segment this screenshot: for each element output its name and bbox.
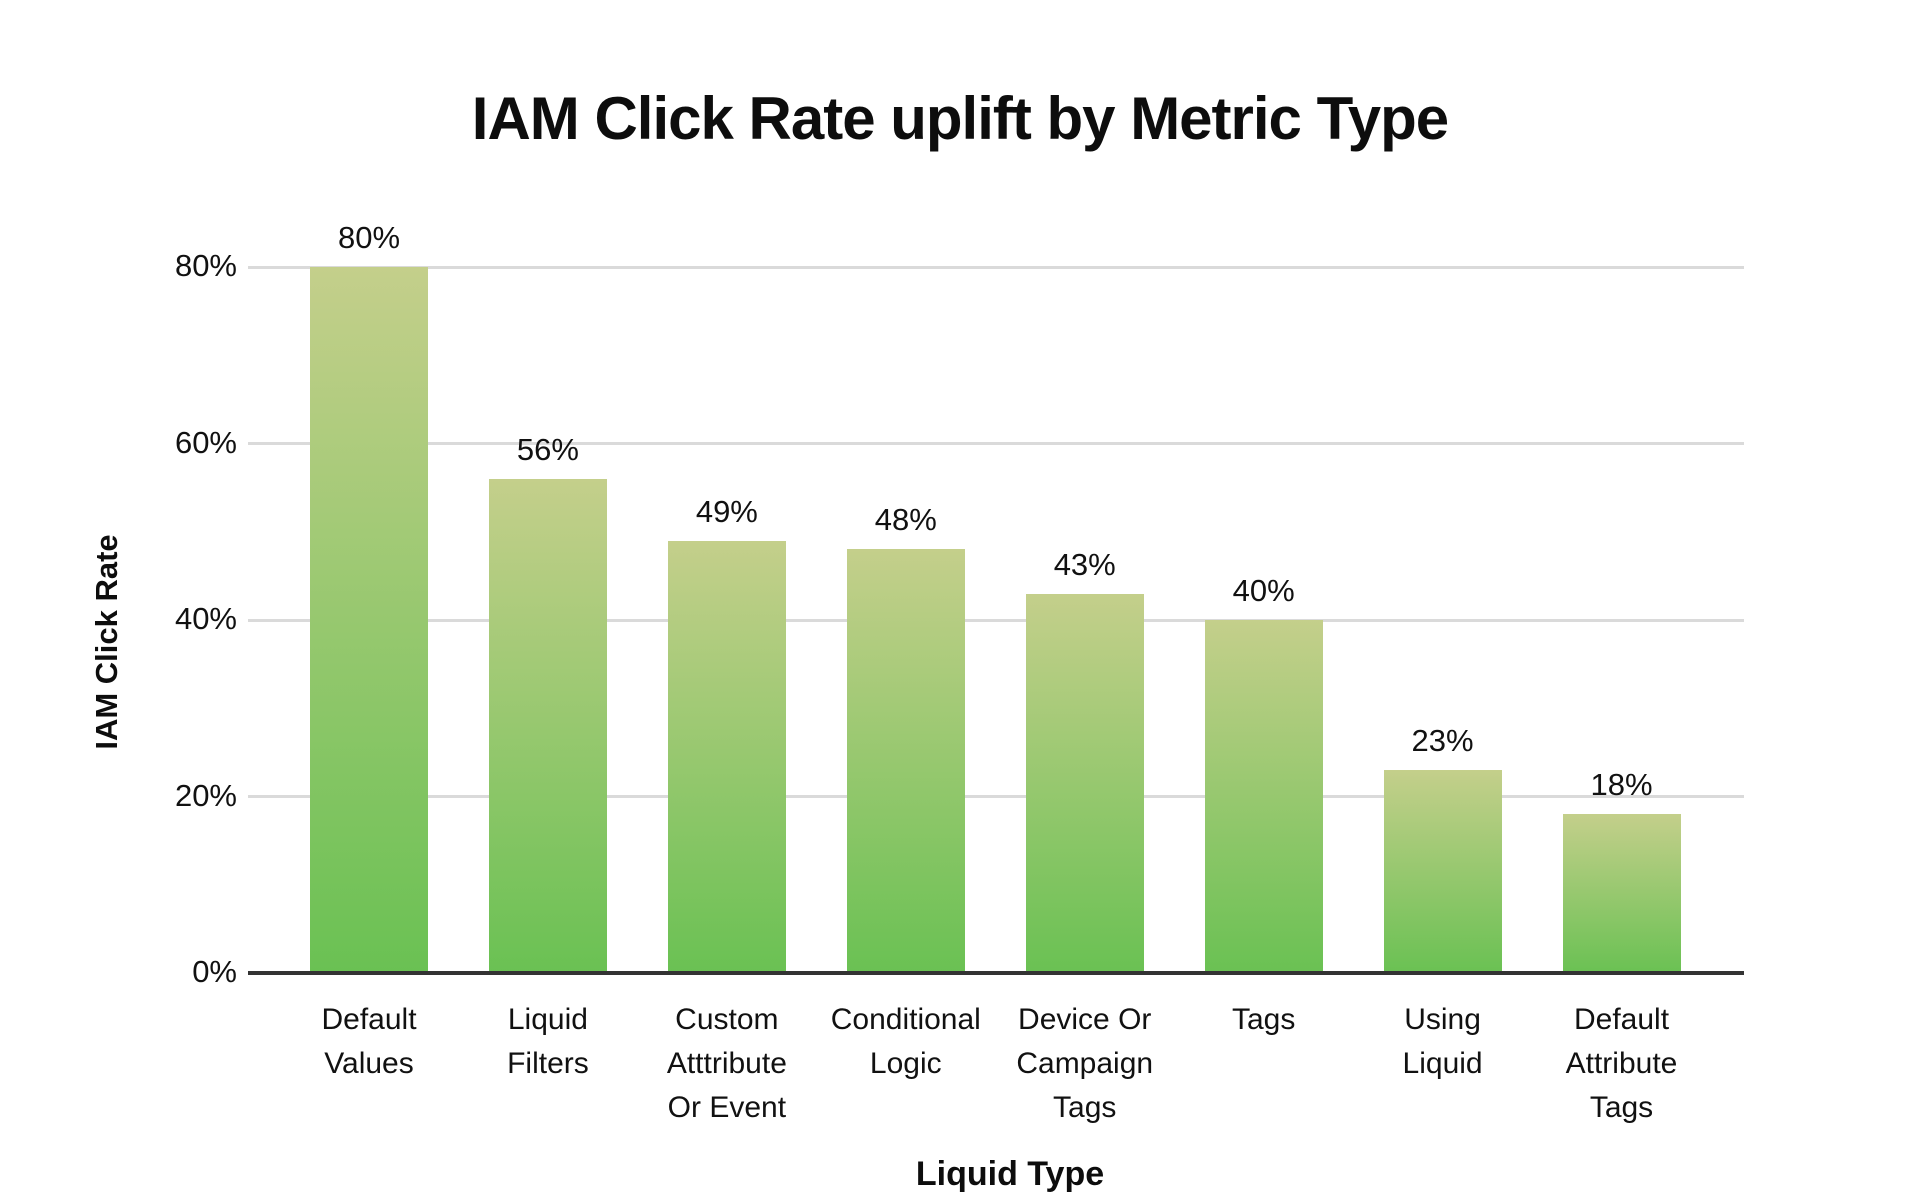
y-tick-label-0%: 0% [192,954,237,989]
bar-value-label-default-values: 80% [337,220,401,255]
category-label-conditional-logic: Conditional Logic [796,998,1016,1086]
y-tick-label-80%: 80% [174,248,237,283]
bar-value-label-custom-attribute-or-event: 49% [695,493,758,529]
y-tick-label-60%: 60% [174,424,237,460]
category-label-line: Default [1573,1003,1670,1036]
category-label-line: Using [1404,1003,1481,1036]
category-label-default-attribute-tags: Default Attribute Tags [1512,998,1732,1130]
chart-title: IAM Click Rate uplift by Metric Type [471,85,1449,152]
category-label-custom-attribute-or-event: Custom Atttribute Or Event [617,998,837,1130]
x-axis-baseline [248,971,1744,975]
y-tick-label-20%: 20% [174,777,237,813]
category-label-liquid-filters: Liquid Filters [438,998,658,1086]
y-tick-label-40%: 40% [174,601,237,636]
bar-value-label-liquid-filters: 56% [516,431,579,467]
category-label-line: Filters [507,1047,589,1080]
x-axis-title: Liquid Type [915,1155,1105,1193]
gridline-40% [248,618,1744,622]
bar-custom-attribute-or-event [667,540,786,973]
category-label-device-or-campaign-tags: Device Or Campaign Tags [975,998,1195,1130]
category-label-line: Attribute [1565,1047,1678,1080]
bar-using-liquid [1383,770,1502,973]
bar-conditional-logic [846,549,965,973]
category-label-line: Liquid [1402,1047,1483,1080]
category-label-default-values: Default Values [259,998,479,1086]
category-label-line: Tags [1053,1091,1117,1124]
category-label-line: Conditional [830,1003,981,1036]
category-label-line: Or Event [667,1091,787,1124]
gridline-80% [248,265,1744,269]
category-label-line: Values [324,1047,414,1080]
category-label-line: Tags [1589,1091,1654,1124]
category-label-line: Device Or [1018,1003,1152,1036]
bar-value-label-using-liquid: 23% [1411,723,1474,759]
category-label-tags: Tags [1154,998,1374,1042]
category-label-line: Campaign [1016,1047,1154,1080]
bar-default-attribute-tags [1562,814,1681,973]
category-label-line: Custom [675,1003,779,1036]
category-label-line: Tags [1231,1003,1296,1036]
bar-default-values [310,267,428,973]
bar-value-label-default-attribute-tags: 18% [1590,767,1653,803]
gridline-60% [248,442,1744,445]
category-label-using-liquid: Using Liquid [1333,998,1553,1086]
bar-value-label-device-or-campaign-tags: 43% [1053,546,1116,582]
category-label-line: Atttribute [666,1047,787,1080]
gridline-20% [248,795,1744,798]
category-label-line: Default [321,1003,417,1036]
category-label-line: Liquid [507,1003,588,1036]
bar-liquid-filters [488,478,607,973]
bar-device-or-campaign-tags [1025,593,1144,973]
bar-value-label-conditional-logic: 48% [874,502,937,538]
bar-tags [1204,620,1323,973]
category-label-line: Logic [869,1047,942,1080]
bar-value-label-tags: 40% [1232,573,1295,608]
